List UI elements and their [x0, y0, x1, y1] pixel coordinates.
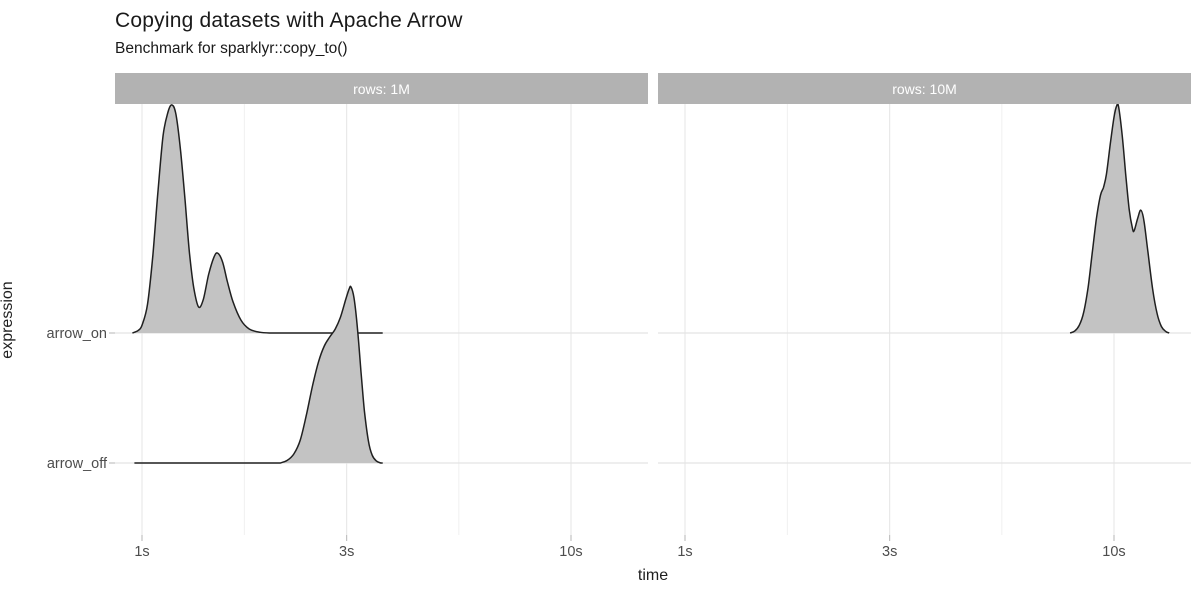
facet-strip: rows: 1M [115, 73, 648, 104]
plot-subtitle: Benchmark for sparklyr::copy_to() [115, 40, 348, 57]
density-arrow_on-facet0 [132, 104, 383, 334]
x-tick-label: 10s [559, 544, 583, 560]
x-tick-label: 3s [882, 544, 898, 560]
plot-title: Copying datasets with Apache Arrow [115, 9, 463, 32]
x-axis-title: time [637, 567, 669, 584]
x-tick-label: 1s [134, 544, 150, 560]
x-tick-label: 1s [677, 544, 693, 560]
y-tick-label: arrow_off [46, 456, 107, 472]
facet-strip: rows: 10M [658, 73, 1191, 104]
x-tick-label: 3s [339, 544, 355, 560]
density-arrow_off-facet0 [134, 285, 383, 464]
y-tick-label: arrow_on [46, 326, 107, 342]
density-arrow_on-facet1 [1069, 102, 1170, 334]
x-tick-label: 10s [1102, 544, 1126, 560]
